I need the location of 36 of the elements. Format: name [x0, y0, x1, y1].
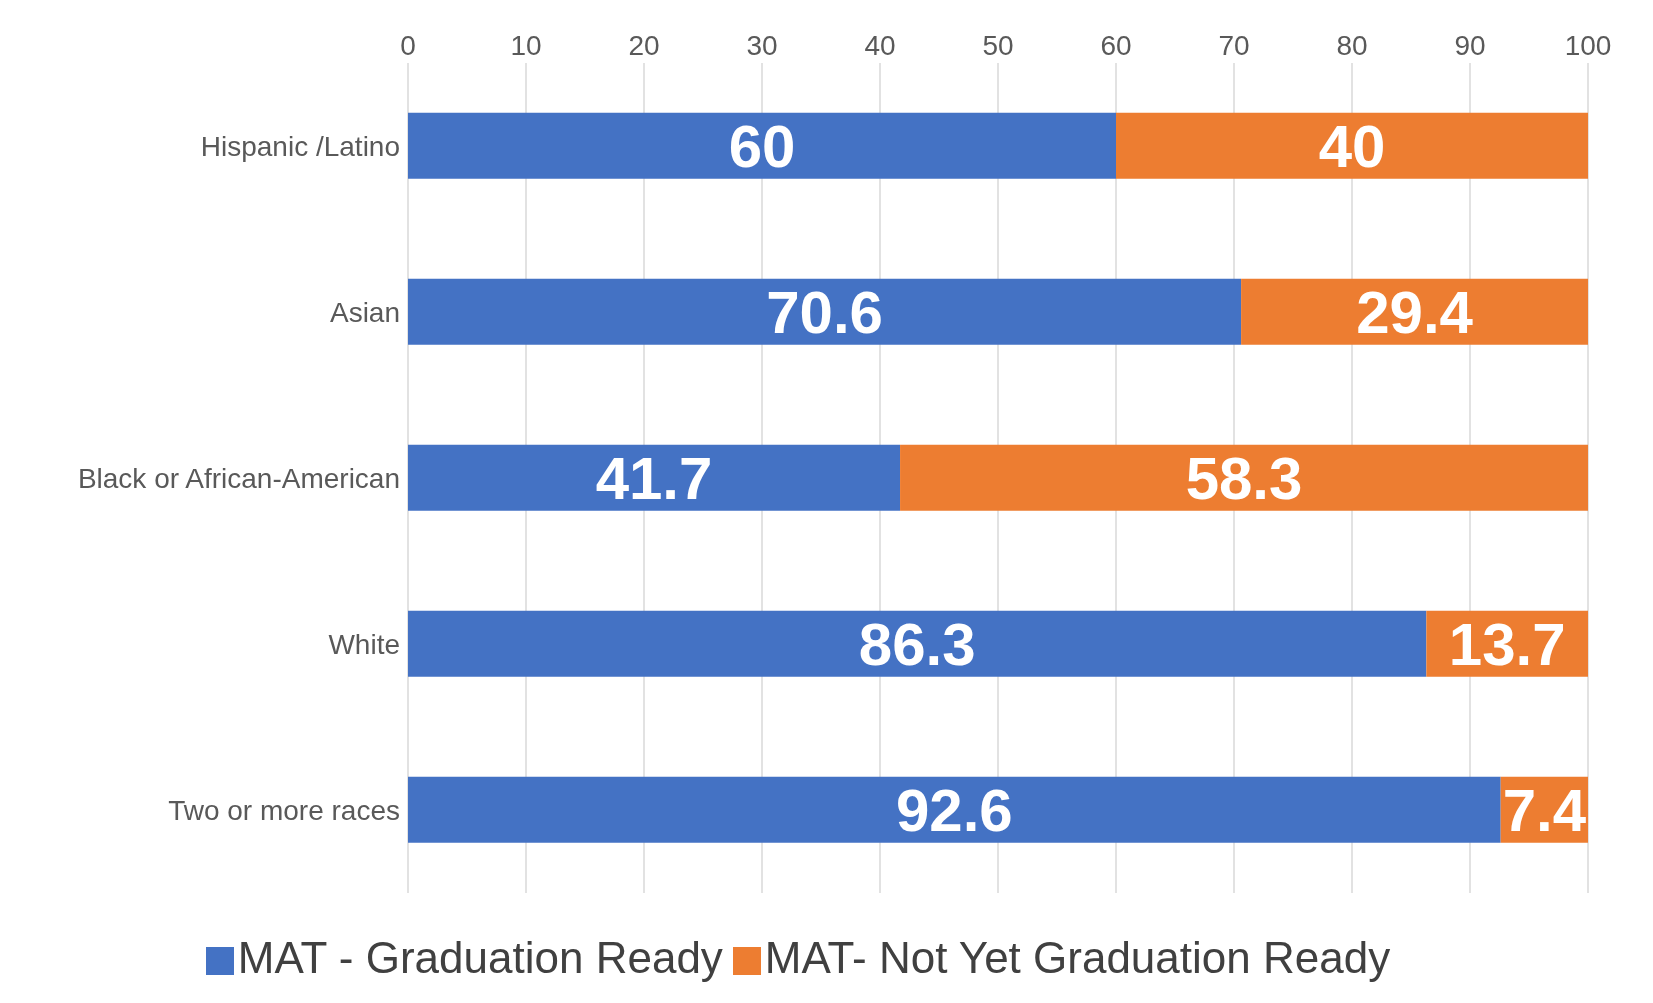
- data-label: 29.4: [1356, 279, 1474, 347]
- x-tick-label: 10: [510, 30, 542, 61]
- y-tick-label: Two or more races: [168, 794, 400, 826]
- data-label: 58.3: [1185, 445, 1303, 513]
- data-label: 41.7: [595, 445, 713, 513]
- data-label: 86.3: [858, 611, 976, 679]
- legend-label: MAT- Not Yet Graduation Ready: [764, 933, 1391, 982]
- x-tick-label: 40: [864, 30, 896, 61]
- x-tick-label: 80: [1336, 30, 1368, 61]
- x-tick-label: 90: [1454, 30, 1486, 61]
- y-tick-label: Asian: [329, 296, 400, 328]
- bar: [408, 278, 1242, 345]
- y-tick-label: White: [328, 628, 400, 660]
- data-label: 40: [1318, 113, 1386, 181]
- legend-label: MAT - Graduation Ready: [237, 933, 723, 982]
- data-label: 60: [728, 113, 796, 181]
- y-tick-label: Black or African-American: [77, 462, 400, 494]
- x-tick-label: 70: [1218, 30, 1250, 61]
- x-tick-label: 0: [400, 30, 416, 61]
- x-tick-label: 20: [628, 30, 660, 61]
- bar: [900, 444, 1588, 511]
- x-tick-label: 30: [746, 30, 778, 61]
- y-tick-label: Hispanic /Latino: [200, 130, 400, 162]
- bar: [408, 610, 1427, 677]
- data-label: 92.6: [895, 777, 1013, 845]
- data-label: 7.4: [1502, 777, 1587, 845]
- bar: [1241, 278, 1588, 345]
- bar: [408, 444, 901, 511]
- data-label: 13.7: [1448, 611, 1566, 679]
- bar: [1116, 112, 1588, 179]
- bar: [408, 776, 1501, 843]
- bar: [408, 112, 1116, 179]
- x-tick-label: 60: [1100, 30, 1132, 61]
- x-tick-label: 50: [982, 30, 1014, 61]
- data-label: 70.6: [766, 279, 883, 347]
- x-tick-label: 100: [1564, 30, 1612, 61]
